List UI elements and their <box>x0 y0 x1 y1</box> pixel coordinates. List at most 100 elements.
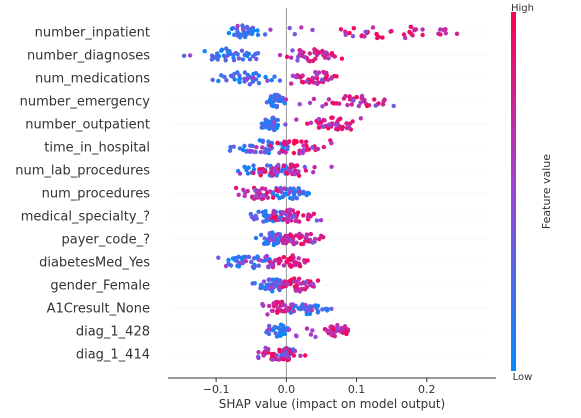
data-point <box>267 303 272 309</box>
data-point <box>248 29 253 34</box>
data-point <box>317 236 322 242</box>
data-point <box>288 350 293 355</box>
data-point <box>292 191 297 196</box>
x-axis-title: SHAP value (impact on model output) <box>219 397 446 411</box>
data-point <box>250 149 256 154</box>
data-point <box>338 27 344 32</box>
data-point <box>280 302 286 308</box>
data-point <box>314 76 320 81</box>
x-tick-label: 0.0 <box>278 383 296 396</box>
feature-label: num_medications <box>35 72 150 87</box>
data-point <box>360 96 365 101</box>
data-point <box>308 332 314 337</box>
data-point <box>438 32 443 37</box>
data-point <box>253 194 259 199</box>
data-point <box>277 256 282 261</box>
data-point <box>338 116 343 121</box>
data-point <box>236 56 242 61</box>
feature-label: number_outpatient <box>25 118 150 133</box>
x-tick-label: 0.1 <box>348 383 366 396</box>
data-point <box>242 70 247 75</box>
data-point <box>316 121 321 126</box>
data-point <box>413 27 419 32</box>
data-point <box>370 25 376 30</box>
feature-row <box>233 185 312 202</box>
data-point <box>298 281 304 286</box>
data-point <box>271 353 276 358</box>
data-point <box>340 330 346 335</box>
data-point <box>241 27 246 32</box>
data-point <box>420 27 425 32</box>
data-point <box>301 191 306 196</box>
data-point <box>240 57 246 62</box>
data-point <box>255 28 260 33</box>
data-point <box>382 97 387 102</box>
data-point <box>316 125 322 130</box>
data-point <box>242 143 247 149</box>
data-point <box>303 139 309 144</box>
data-point <box>290 302 295 307</box>
data-point <box>277 195 282 201</box>
data-point <box>286 140 291 145</box>
row-guides <box>174 31 490 355</box>
data-point <box>258 232 264 238</box>
data-point <box>298 50 304 55</box>
data-point <box>256 350 261 355</box>
data-point <box>310 27 315 33</box>
data-point <box>230 256 236 261</box>
feature-label: payer_code_? <box>61 233 150 248</box>
data-point <box>267 189 273 194</box>
data-point <box>310 240 316 245</box>
data-point <box>311 170 316 175</box>
data-point <box>263 169 268 174</box>
data-point <box>293 163 298 169</box>
data-point <box>306 147 311 152</box>
data-point <box>270 281 275 286</box>
data-point <box>281 216 287 222</box>
data-point <box>237 171 243 176</box>
data-point <box>323 101 329 107</box>
data-point <box>296 169 301 174</box>
feature-row <box>227 138 334 156</box>
data-point <box>297 151 302 156</box>
data-point <box>315 278 321 283</box>
data-point <box>316 116 322 122</box>
data-point <box>292 32 297 37</box>
data-point <box>260 301 265 307</box>
data-point <box>296 173 302 178</box>
data-point <box>272 168 277 173</box>
data-point <box>277 284 282 290</box>
feature-row <box>264 92 396 110</box>
data-point <box>297 264 303 269</box>
data-point <box>380 35 385 40</box>
data-point <box>224 78 229 83</box>
data-point <box>267 238 272 243</box>
data-point <box>278 280 284 285</box>
data-point <box>228 51 233 56</box>
data-point <box>181 53 187 58</box>
data-point <box>441 27 446 32</box>
data-point <box>291 150 297 156</box>
data-point <box>294 218 299 224</box>
data-point <box>283 97 289 102</box>
data-point <box>344 125 350 131</box>
data-point <box>325 328 330 333</box>
data-point <box>335 127 341 132</box>
data-point <box>288 233 293 238</box>
data-point <box>329 115 334 121</box>
data-point <box>420 32 425 38</box>
data-point <box>262 210 267 215</box>
data-point <box>245 24 250 30</box>
data-point <box>267 277 272 282</box>
data-point <box>303 353 308 358</box>
data-point <box>284 54 290 59</box>
colorbar: High Low Feature value <box>511 3 553 383</box>
data-point <box>309 308 314 313</box>
data-point <box>302 164 307 170</box>
data-point <box>254 56 259 62</box>
data-point <box>251 256 257 261</box>
data-point <box>246 254 252 260</box>
data-point <box>289 81 294 86</box>
data-point <box>304 326 310 331</box>
data-point <box>267 214 272 219</box>
